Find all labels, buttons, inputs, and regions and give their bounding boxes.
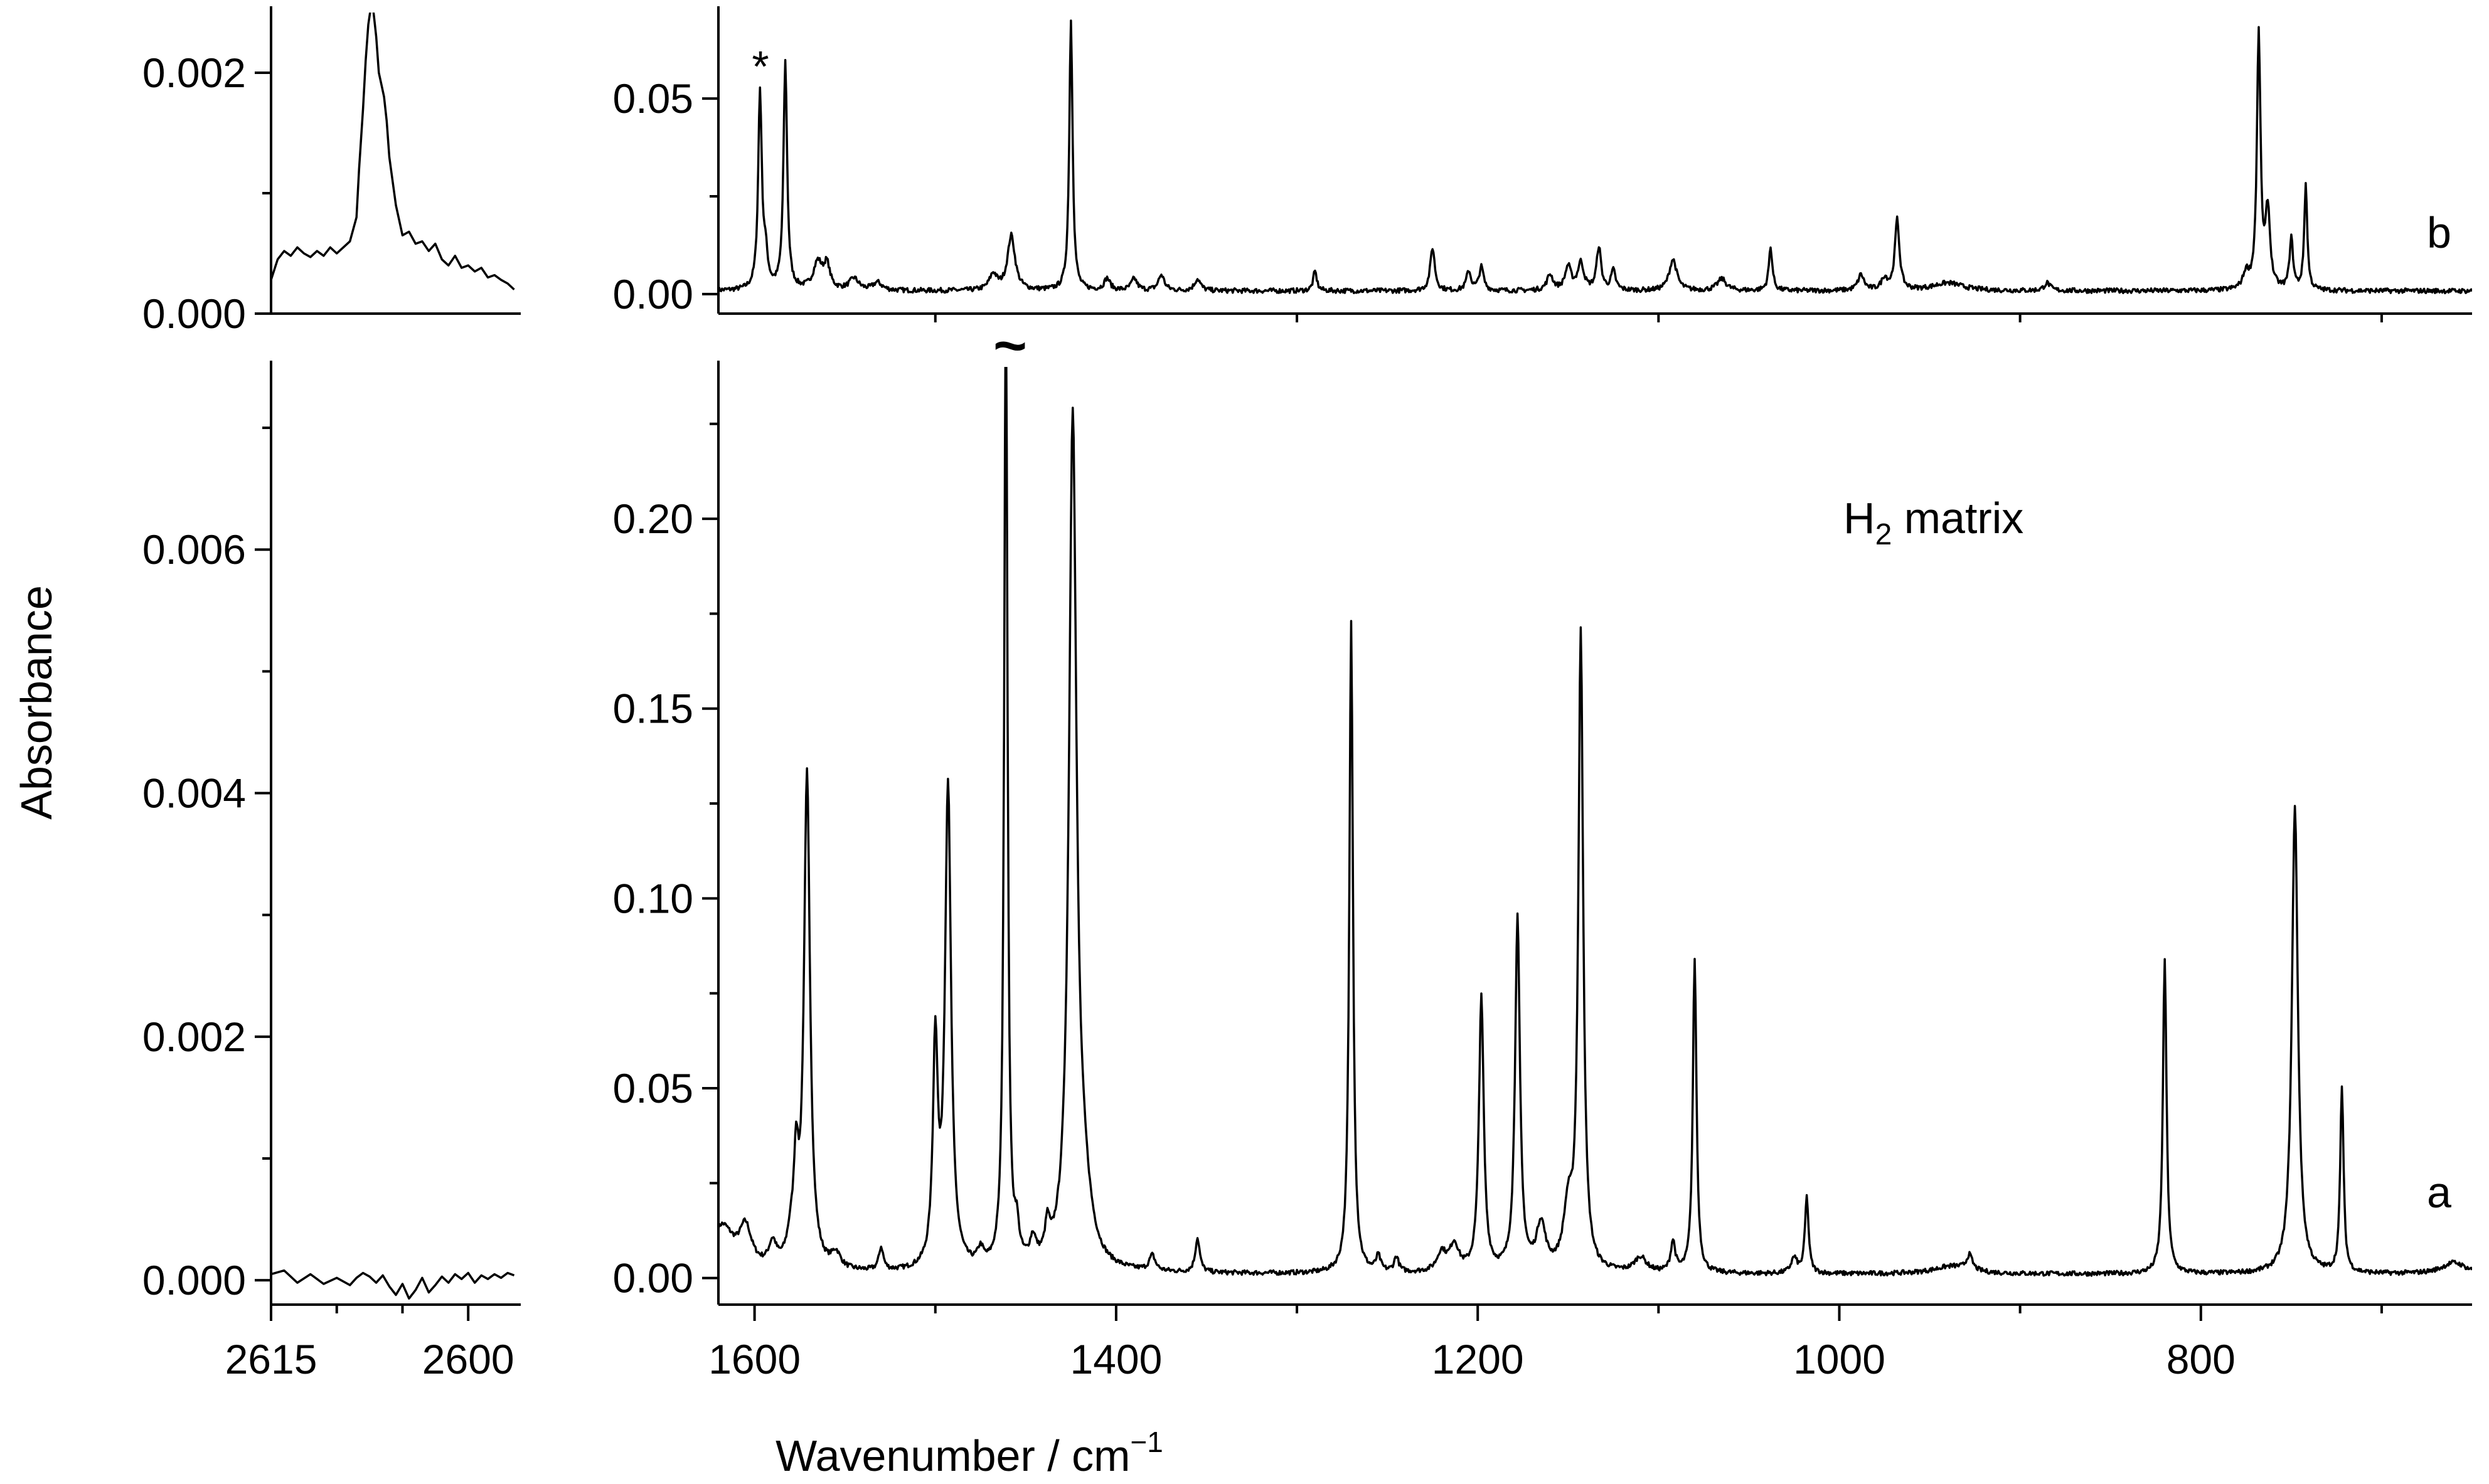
trace-label-a: a — [2427, 1168, 2451, 1217]
x-tick-label: 1200 — [1432, 1336, 1524, 1382]
matrix-label-rest: matrix — [1892, 494, 2023, 543]
matrix-label-main: H — [1843, 494, 1875, 543]
y-tick-label: 0.10 — [613, 875, 693, 921]
panel-right-bottom: 0.00 0.05 0.10 0.15 0.20 1600 1400 1200 1000 800 — [613, 361, 2472, 1382]
spectrum-trace-right-top — [718, 19, 2472, 295]
x-tick-label: 800 — [2167, 1336, 2236, 1382]
y-axis-title: Absorbance — [12, 585, 61, 820]
y-tick-label: 0.20 — [613, 496, 693, 542]
x-tick-label: 2600 — [422, 1336, 514, 1382]
matrix-label-subscript: 2 — [1875, 518, 1892, 551]
y-tick-label: 0.00 — [613, 1255, 693, 1301]
x-axis-title-superscript: −1 — [1130, 1426, 1163, 1458]
spectrum-trace-left-bottom — [271, 1269, 515, 1300]
y-tick-label: 0.000 — [142, 290, 246, 337]
y-tick-label: 0.004 — [142, 770, 246, 817]
x-tick-label: 2615 — [225, 1336, 317, 1382]
cut-peak-mark: ~ — [993, 314, 1027, 378]
y-tick-label: 0.002 — [142, 50, 246, 96]
y-tick-label: 0.15 — [613, 686, 693, 732]
x-tick-label: 1600 — [708, 1336, 801, 1382]
trace-label-b: b — [2427, 208, 2451, 257]
x-axis-title-text: Wavenumber / cm — [775, 1431, 1130, 1480]
asterisk-annotation: * — [752, 42, 769, 91]
y-tick-label: 0.002 — [142, 1014, 246, 1060]
x-tick-label: 1000 — [1793, 1336, 1885, 1382]
y-tick-label: 0.05 — [613, 75, 693, 122]
matrix-label: H2 matrix — [1843, 494, 2023, 551]
y-tick-label: 0.006 — [142, 526, 246, 573]
panel-right-top: 0.00 0.05 — [613, 6, 2472, 322]
panel-left-bottom: 0.000 0.002 0.004 0.006 2615 2600 — [142, 361, 521, 1382]
spectrum-trace-right-bottom — [718, 367, 2472, 1277]
y-tick-label: 0.05 — [613, 1065, 693, 1111]
spectrum-trace-left-top — [271, 13, 515, 290]
y-tick-label: 0.00 — [613, 271, 693, 317]
y-tick-label: 0.000 — [142, 1257, 246, 1303]
x-axis-title: Wavenumber / cm−1 — [775, 1426, 1163, 1480]
panel-left-top: 0.000 0.002 — [142, 6, 521, 337]
x-tick-label: 1400 — [1070, 1336, 1163, 1382]
